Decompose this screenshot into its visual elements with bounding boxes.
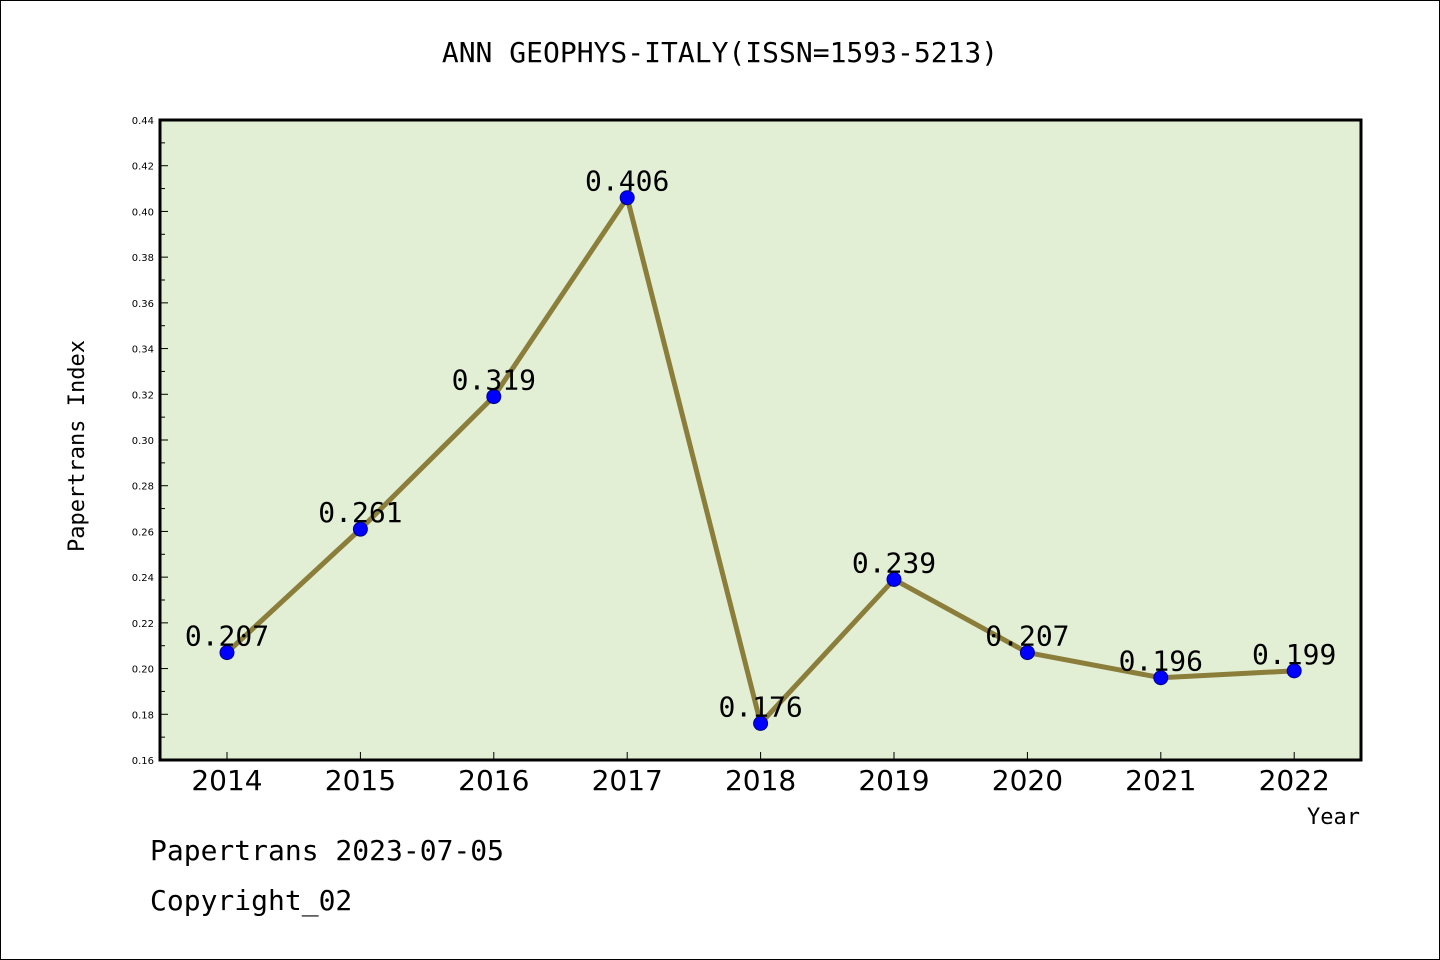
data-label: 0.207 — [185, 620, 269, 653]
plot-area — [158, 118, 1363, 762]
y-tick-label: 0.20 — [132, 665, 154, 676]
x-tick-label: 2020 — [992, 764, 1063, 797]
data-labels: 0.207 0.261 0.319 0.406 0.176 0.239 0.207 0.196… — [185, 165, 1336, 724]
x-axis-label: Year — [1307, 805, 1360, 830]
data-point — [352, 521, 368, 537]
y-tick-label: 0.44 — [132, 116, 154, 127]
data-point — [619, 190, 635, 206]
y-tick-label: 0.16 — [132, 756, 154, 767]
data-point — [1286, 663, 1302, 679]
x-tick-label: 2021 — [1125, 764, 1196, 797]
x-axis: 2014 2015 2016 2017 2018 2019 2020 2021 2022 — [191, 752, 1330, 797]
y-tick-label: 0.32 — [132, 390, 154, 401]
x-tick-label: 2022 — [1259, 764, 1330, 797]
data-point — [886, 571, 902, 587]
y-tick-label: 0.40 — [132, 207, 154, 218]
footer-copyright: Copyright_02 — [150, 884, 353, 917]
x-tick-label: 2015 — [325, 764, 396, 797]
y-tick-label: 0.28 — [132, 482, 154, 493]
x-tick-label: 2016 — [458, 764, 529, 797]
data-label: 0.319 — [452, 364, 536, 397]
data-label: 0.196 — [1119, 645, 1203, 678]
x-tick-label: 2017 — [592, 764, 663, 797]
y-tick-label: 0.36 — [132, 299, 154, 310]
x-tick-label: 2019 — [858, 764, 929, 797]
data-point — [1019, 645, 1035, 661]
data-label: 0.199 — [1252, 638, 1336, 671]
data-point — [753, 715, 769, 731]
y-axis: 0.16 0.18 0.20 0.22 0.24 0.26 0.28 0.30 0.32 0.34… — [132, 116, 168, 767]
y-tick-label: 0.22 — [132, 619, 154, 630]
data-label: 0.207 — [985, 620, 1069, 653]
y-tick-label: 0.38 — [132, 253, 154, 264]
footer-date: Papertrans 2023-07-05 — [150, 834, 505, 867]
y-tick-label: 0.34 — [132, 345, 154, 356]
y-tick-label: 0.26 — [132, 527, 154, 538]
y-axis-label: Papertrans Index — [65, 340, 90, 552]
data-label: 0.261 — [318, 496, 402, 529]
y-tick-label: 0.24 — [132, 573, 154, 584]
data-label: 0.406 — [585, 165, 669, 198]
data-label: 0.239 — [852, 546, 936, 579]
y-tick-label: 0.42 — [132, 162, 154, 173]
data-point — [219, 645, 235, 661]
chart-title: ANN GEOPHYS-ITALY(ISSN=1593-5213) — [441, 36, 999, 69]
data-markers — [219, 190, 1302, 731]
data-point — [1153, 670, 1169, 686]
data-point — [486, 389, 502, 405]
data-label: 0.176 — [718, 690, 802, 723]
x-tick-label: 2018 — [725, 764, 796, 797]
x-tick-label: 2014 — [191, 764, 262, 797]
y-tick-label: 0.30 — [132, 436, 154, 447]
y-tick-label: 0.18 — [132, 710, 154, 721]
